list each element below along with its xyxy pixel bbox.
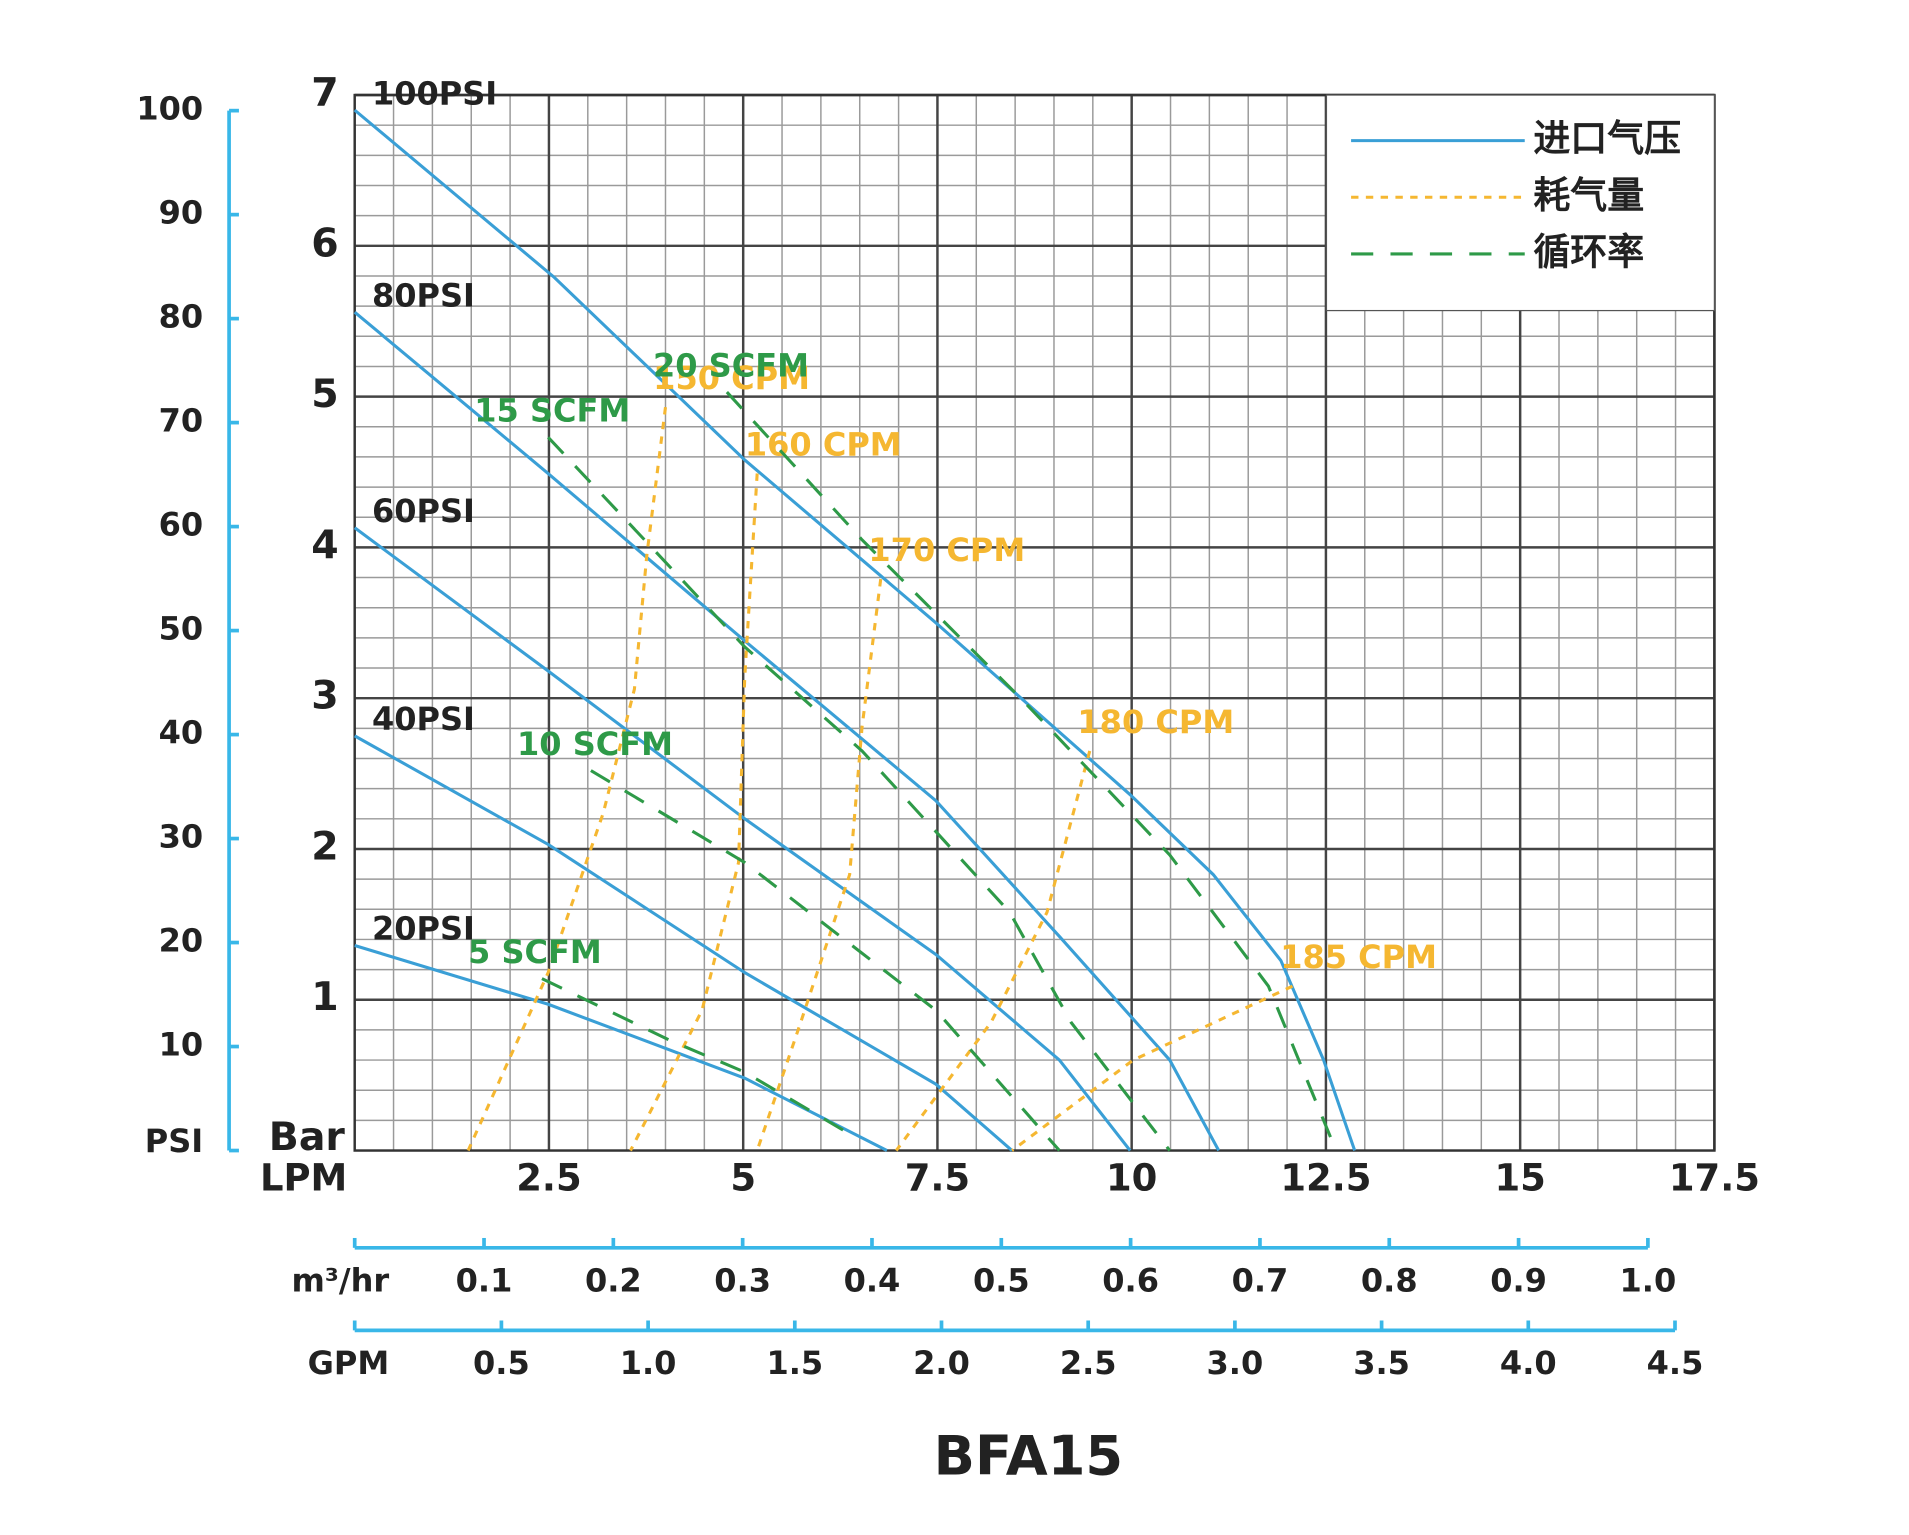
- curve-label: 170 CPM: [868, 531, 1025, 569]
- series-line: [755, 578, 883, 1152]
- y2-axis-label: PSI: [145, 1122, 203, 1160]
- extra-axis-tick-label: 3.0: [1207, 1344, 1264, 1382]
- y2-tick-label: 20: [159, 922, 204, 960]
- curve-label: 5 SCFM: [468, 933, 602, 971]
- extra-axis-tick-label: 1.0: [1620, 1261, 1677, 1299]
- extra-axis-tick-label: 3.5: [1353, 1344, 1410, 1382]
- extra-axis-tick-label: 0.4: [844, 1261, 901, 1299]
- y2-tick-label: 30: [159, 818, 204, 856]
- y2-tick-label: 80: [159, 298, 204, 336]
- curve-label: 180 CPM: [1077, 703, 1234, 741]
- series-line: [547, 436, 1171, 1152]
- y-tick-label: 5: [311, 371, 338, 417]
- series-line: [541, 977, 851, 1136]
- y-tick-label: 1: [311, 974, 338, 1020]
- curve-label: 150 CPM: [653, 359, 810, 397]
- extra-axis-tick-label: 0.9: [1490, 1261, 1547, 1299]
- extra-axis-tick-label: 0.5: [473, 1344, 530, 1382]
- curve-label: 100PSI: [372, 74, 497, 112]
- series-line: [353, 108, 1357, 1152]
- series-line: [629, 473, 759, 1152]
- extra-axis-tick-label: 4.5: [1647, 1344, 1704, 1382]
- extra-axis-label: m³/hr: [292, 1261, 390, 1299]
- y2-tick-label: 90: [159, 194, 204, 232]
- extra-axis-tick-label: 0.5: [973, 1261, 1030, 1299]
- series-line: [466, 406, 668, 1152]
- extra-axis-tick-label: 0.6: [1102, 1261, 1159, 1299]
- curve-label: 10 SCFM: [517, 725, 673, 763]
- curve-label: 15 SCFM: [474, 392, 630, 430]
- y-tick-label: 6: [311, 220, 338, 266]
- series-line: [354, 943, 888, 1152]
- series-line: [353, 734, 1014, 1152]
- series-line: [590, 769, 1061, 1152]
- y2-tick-label: 40: [159, 714, 204, 752]
- extra-axis-tick-label: 0.1: [456, 1261, 513, 1299]
- x-tick-label: 2.5: [516, 1157, 581, 1200]
- series-line: [895, 750, 1092, 1152]
- extra-axis-tick-label: 1.5: [766, 1344, 823, 1382]
- curve-label: 20 SCFM: [653, 346, 809, 384]
- x-tick-label: 10: [1106, 1157, 1157, 1200]
- curve-label: 185 CPM: [1280, 938, 1437, 976]
- legend-label: 进口气压: [1533, 117, 1681, 160]
- series-line: [353, 310, 1221, 1152]
- curve-label: 60PSI: [372, 492, 475, 530]
- extra-axis-label: GPM: [308, 1344, 390, 1382]
- extra-axis-tick-label: 2.5: [1060, 1344, 1117, 1382]
- plot-frame: [353, 93, 1716, 1152]
- y-tick-label: 4: [311, 522, 338, 568]
- series-line: [725, 391, 1338, 1152]
- curve-label: 20PSI: [372, 910, 475, 948]
- y-tick-label: 2: [311, 823, 338, 869]
- x-tick-label: 7.5: [905, 1157, 970, 1200]
- y2-tick-label: 10: [159, 1026, 204, 1064]
- x-tick-label: 15: [1494, 1157, 1545, 1200]
- curve-label: 160 CPM: [745, 425, 902, 463]
- legend-label: 循环率: [1533, 230, 1644, 273]
- x-tick-label: 17.5: [1669, 1157, 1760, 1200]
- x-tick-label: 12.5: [1280, 1157, 1371, 1200]
- extra-axis-tick-label: 2.0: [913, 1344, 970, 1382]
- extra-axis-tick-label: 1.0: [620, 1344, 677, 1382]
- curve-label: 40PSI: [372, 700, 475, 738]
- extra-axis-tick-label: 0.8: [1361, 1261, 1418, 1299]
- y2-tick-label: 70: [159, 402, 204, 440]
- extra-axis-tick-label: 0.3: [714, 1261, 771, 1299]
- y2-tick-label: 50: [159, 610, 204, 648]
- extra-axis-tick-label: 0.2: [585, 1261, 642, 1299]
- series-line: [353, 526, 1132, 1152]
- y2-tick-label: 100: [136, 90, 203, 128]
- legend-box: [1325, 94, 1716, 312]
- curve-label: 80PSI: [372, 276, 475, 314]
- x-tick-label: 5: [730, 1157, 756, 1200]
- x-axis-label: LPM: [260, 1157, 347, 1200]
- y-tick-label: 3: [311, 673, 338, 719]
- chart-title: BFA15: [934, 1424, 1123, 1487]
- legend-label: 耗气量: [1533, 174, 1644, 217]
- y2-tick-label: 60: [159, 506, 204, 544]
- y-tick-label: 7: [311, 70, 338, 116]
- extra-axis-tick-label: 0.7: [1232, 1261, 1289, 1299]
- extra-axis-tick-label: 4.0: [1500, 1344, 1557, 1382]
- y-axis-label: Bar: [269, 1114, 346, 1160]
